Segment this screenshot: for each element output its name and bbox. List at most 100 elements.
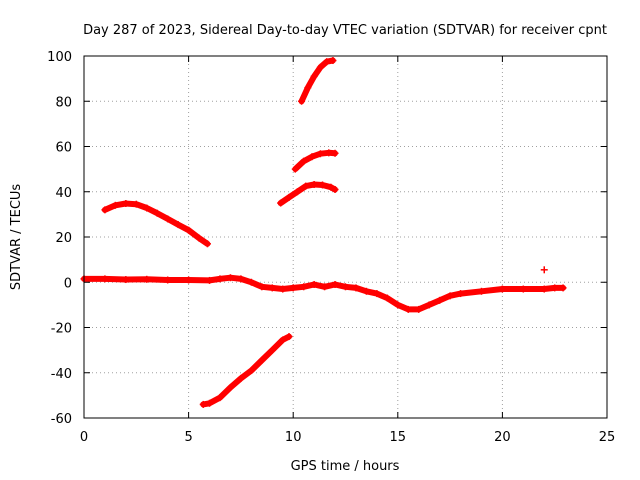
data-point-baseline — [477, 287, 485, 295]
data-point-arc-40 — [302, 182, 310, 190]
y-tick-label: -60 — [51, 412, 72, 427]
data-point-arc-negative — [206, 399, 214, 407]
data-point-arc-90 — [329, 57, 337, 65]
data-point-isolated-point — [540, 266, 548, 274]
y-tick-label: 0 — [64, 276, 72, 291]
data-point-arc-40 — [331, 185, 339, 193]
data-point-baseline — [206, 276, 214, 284]
y-tick-label: 80 — [55, 95, 72, 110]
axis-ticks: 0 5 10 15 20 25 -60 -40 -20 0 20 40 60 80 100 — [47, 50, 615, 445]
data-point-arc-40 — [285, 193, 293, 201]
y-tick-label: -20 — [51, 322, 72, 337]
data-point-baseline — [143, 275, 151, 283]
y-axis-label: SDTVAR / TECUs — [9, 184, 24, 291]
data-point-baseline — [331, 281, 339, 289]
data-point-arc-55 — [331, 149, 339, 157]
data-point-baseline — [457, 290, 465, 298]
data-point-baseline — [226, 274, 234, 282]
series-arc-negative — [200, 333, 292, 408]
data-point-arc-negative — [285, 333, 293, 341]
data-point-arc-negative — [199, 400, 207, 408]
data-point-arc-negative — [237, 374, 245, 382]
x-tick-label: 20 — [494, 430, 511, 445]
data-point-arc-90 — [316, 63, 324, 71]
data-point-baseline — [237, 275, 245, 283]
data-point-arc-90 — [310, 72, 318, 80]
x-tick-label: 0 — [80, 430, 88, 445]
data-point-baseline — [258, 283, 266, 291]
data-point-arc-rising-30 — [203, 240, 211, 248]
data-point-baseline — [415, 305, 423, 313]
x-axis-label: GPS time / hours — [291, 459, 400, 474]
data-point-baseline — [247, 278, 255, 286]
series-arc-rising-30 — [101, 200, 211, 247]
data-point-arc-40 — [277, 199, 285, 207]
data-point-baseline — [404, 305, 412, 313]
data-point-baseline — [498, 285, 506, 293]
data-point-baseline — [164, 276, 172, 284]
data-point-arc-40 — [318, 181, 326, 189]
y-tick-label: -40 — [51, 367, 72, 382]
data-point-baseline — [362, 287, 370, 295]
y-tick-label: 100 — [47, 50, 72, 65]
data-point-baseline — [425, 301, 433, 309]
data-point-arc-55 — [300, 157, 308, 165]
x-tick-label: 5 — [184, 430, 192, 445]
data-point-arc-rising-30 — [111, 201, 119, 209]
data-point-baseline — [436, 296, 444, 304]
data-point-baseline — [342, 283, 349, 291]
x-tick-label: 15 — [390, 430, 407, 445]
data-point-baseline — [352, 284, 360, 292]
data-point-baseline — [559, 284, 567, 292]
data-point-baseline — [300, 283, 308, 291]
data-point-arc-rising-30 — [132, 200, 140, 208]
y-tick-label: 60 — [55, 141, 72, 156]
data-point-baseline — [383, 294, 391, 302]
data-point-arc-55 — [316, 150, 324, 158]
data-point-arc-40 — [310, 181, 318, 189]
data-point-arc-negative — [216, 394, 224, 402]
data-point-arc-negative — [226, 383, 234, 391]
data-point-baseline — [185, 276, 193, 284]
data-point-baseline — [321, 283, 329, 291]
data-point-arc-rising-30 — [185, 226, 193, 234]
data-point-baseline — [519, 285, 527, 293]
data-point-arc-90 — [304, 84, 312, 92]
data-point-baseline — [122, 276, 130, 284]
data-point-arc-rising-30 — [122, 200, 130, 208]
data-point-arc-rising-30 — [174, 221, 182, 229]
data-point-baseline — [394, 301, 402, 309]
y-tick-label: 40 — [55, 186, 72, 201]
data-point-baseline — [540, 285, 548, 293]
chart-title: Day 287 of 2023, Sidereal Day-to-day VTE… — [83, 23, 607, 38]
data-point-arc-55 — [291, 165, 299, 173]
data-point-arc-rising-30 — [195, 234, 203, 242]
data-point-baseline — [310, 281, 318, 289]
data-point-arc-40 — [293, 188, 301, 196]
y-tick-label: 20 — [55, 231, 72, 246]
data-point-arc-55 — [325, 149, 333, 157]
data-point-arc-negative — [279, 336, 287, 344]
data-point-arc-90 — [298, 97, 306, 105]
data-point-baseline — [289, 284, 297, 292]
data-point-baseline — [268, 284, 276, 292]
data-point-arc-rising-30 — [101, 206, 109, 214]
x-tick-label: 10 — [285, 430, 302, 445]
data-point-arc-negative — [268, 346, 276, 354]
x-tick-label: 25 — [599, 430, 616, 445]
data-point-baseline — [373, 290, 381, 298]
data-point-baseline — [279, 285, 287, 293]
data-point-arc-rising-30 — [164, 215, 172, 223]
data-point-baseline — [101, 275, 109, 283]
data-point-arc-rising-30 — [153, 209, 161, 217]
data-point-arc-90 — [323, 58, 331, 66]
data-point-arc-40 — [327, 183, 335, 191]
series-baseline — [81, 274, 567, 313]
data-point-arc-rising-30 — [143, 204, 151, 212]
data-point-baseline — [216, 275, 224, 283]
data-point-baseline — [551, 284, 559, 292]
data-point-arc-negative — [258, 356, 266, 364]
data-point-arc-negative — [247, 366, 255, 374]
data-traces — [80, 57, 567, 408]
